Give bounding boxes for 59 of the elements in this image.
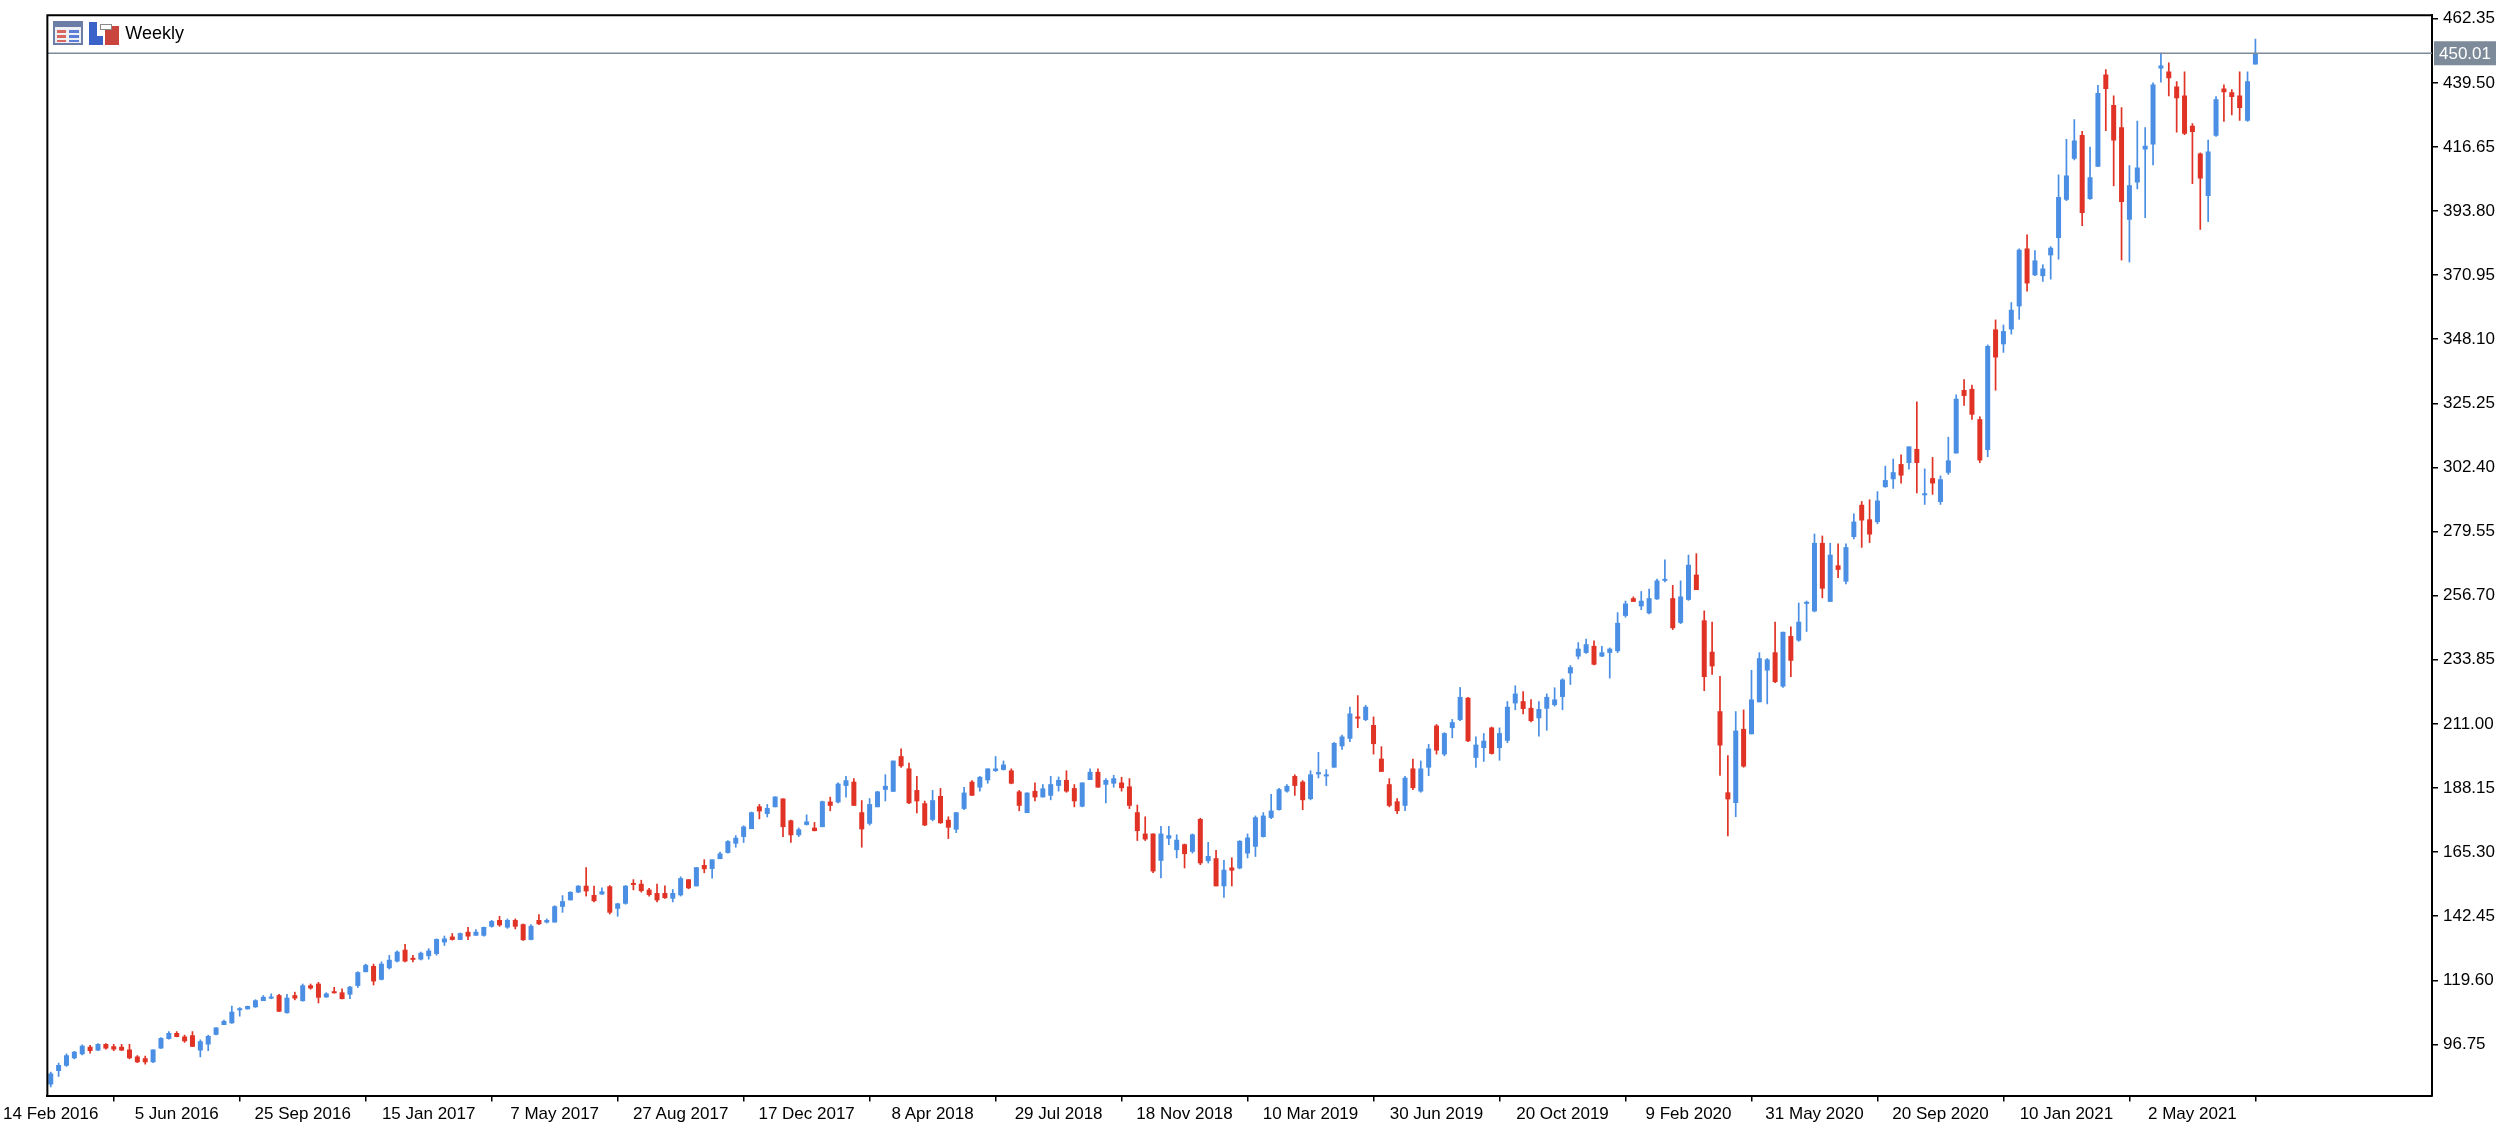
x-tick-label: 7 May 2017 — [510, 1104, 600, 1124]
y-tick-label: 188.15 — [2443, 777, 2495, 797]
y-tick-label: 142.45 — [2443, 905, 2495, 925]
y-tick-label: 393.80 — [2443, 200, 2495, 220]
y-tick-label: 439.50 — [2443, 72, 2495, 92]
x-tick-label: 30 Jun 2019 — [1389, 1104, 1484, 1124]
candlestick — [2158, 52, 2164, 83]
x-tick-label: 5 Jun 2016 — [134, 1104, 219, 1124]
candlestick — [1725, 755, 1731, 837]
x-tick-label: 27 Aug 2017 — [632, 1104, 729, 1124]
x-tick-label: 20 Sep 2020 — [1892, 1104, 1989, 1124]
candlestick — [1355, 695, 1361, 729]
y-tick-label: 416.65 — [2443, 136, 2495, 156]
x-tick-label: 10 Jan 2021 — [2019, 1104, 2114, 1124]
candlestick — [2229, 89, 2235, 116]
candlestick — [2134, 120, 2140, 190]
y-tick-label: 119.60 — [2443, 969, 2494, 989]
candlestick — [2142, 127, 2148, 219]
x-tick-label: 8 Apr 2018 — [891, 1104, 974, 1124]
candlestick — [1103, 778, 1109, 804]
x-tick-label: 25 Sep 2016 — [254, 1104, 351, 1124]
y-tick-label: 325.25 — [2443, 393, 2495, 413]
candlestick — [1961, 379, 1967, 406]
candlestick — [2221, 84, 2227, 122]
candlestick — [1914, 401, 1920, 494]
candlestick — [1835, 543, 1841, 578]
x-tick-label: 18 Nov 2018 — [1136, 1104, 1233, 1124]
candlestick — [1662, 559, 1668, 583]
y-tick-label: 462.35 — [2443, 8, 2495, 28]
y-tick-label: 348.10 — [2443, 328, 2495, 348]
candlestick — [1229, 857, 1235, 887]
y-tick-label: 256.70 — [2443, 585, 2495, 605]
y-tick-label: 279.55 — [2443, 521, 2495, 541]
candlestick — [2174, 81, 2180, 133]
y-tick-label: 211.00 — [2443, 713, 2494, 733]
ref-line-label: 450.01 — [2439, 44, 2491, 64]
y-tick-label: 233.85 — [2443, 649, 2495, 669]
x-tick-label: 10 Mar 2019 — [1262, 1104, 1359, 1124]
x-tick-label: 17 Dec 2017 — [758, 1104, 855, 1124]
candlestick — [1166, 825, 1172, 846]
candlestick — [1481, 733, 1487, 762]
text: Weekly — [125, 22, 185, 45]
x-tick-label: 14 Feb 2016 — [3, 1104, 99, 1124]
x-tick-label: 9 Feb 2020 — [1645, 1104, 1732, 1124]
y-tick-label: 165.30 — [2443, 841, 2495, 861]
candlestick — [2048, 246, 2054, 280]
y-tick-label: 96.75 — [2443, 1034, 2486, 1054]
candlestick — [1890, 458, 1896, 489]
candlestick — [1922, 468, 1928, 505]
candlestick — [1323, 769, 1329, 786]
x-tick-label: 29 Jul 2018 — [1014, 1104, 1103, 1124]
candlestick — [1607, 647, 1613, 679]
y-tick-label: 370.95 — [2443, 264, 2495, 284]
x-tick-label: 20 Oct 2019 — [1516, 1104, 1609, 1124]
x-tick-label: 15 Jan 2017 — [381, 1104, 476, 1124]
x-tick-label: 2 May 2021 — [2147, 1104, 2237, 1124]
x-tick-label: 31 May 2020 — [1765, 1104, 1864, 1124]
candlestick — [2103, 69, 2109, 132]
y-tick-label: 302.40 — [2443, 457, 2495, 477]
